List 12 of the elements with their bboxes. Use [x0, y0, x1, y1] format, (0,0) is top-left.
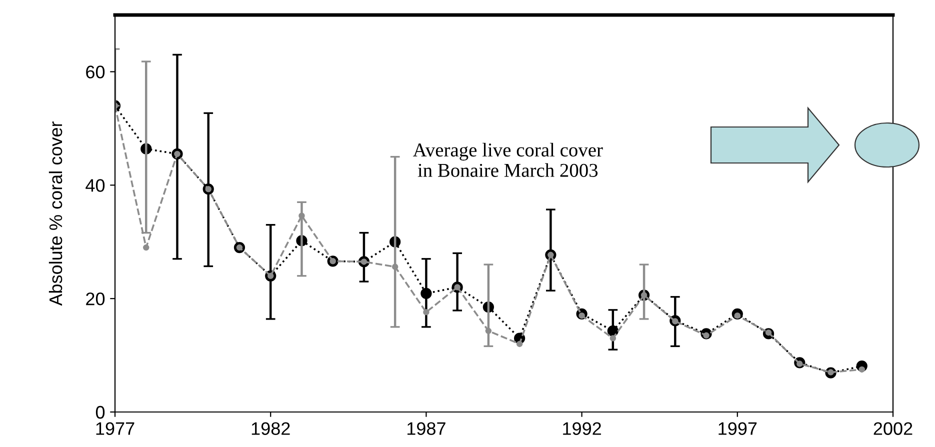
x-tick-label: 2002	[874, 422, 912, 435]
y-axis-title: Absolute % coral cover	[48, 121, 62, 306]
x-tick-label: 1992	[563, 422, 601, 435]
x-tick-label: 1997	[718, 422, 757, 435]
annotation: Average live coral cover in Bonaire March 2003	[412, 142, 603, 177]
x-tick-label: 1987	[407, 422, 446, 435]
y-tick-label: 0	[96, 406, 105, 419]
x-tick-label: 1982	[252, 422, 290, 435]
x-tick-label: 1977	[96, 422, 134, 435]
y-tick-label: 20	[86, 292, 105, 306]
y-tick-label: 60	[86, 66, 105, 78]
y-tick-label: 40	[86, 179, 105, 192]
